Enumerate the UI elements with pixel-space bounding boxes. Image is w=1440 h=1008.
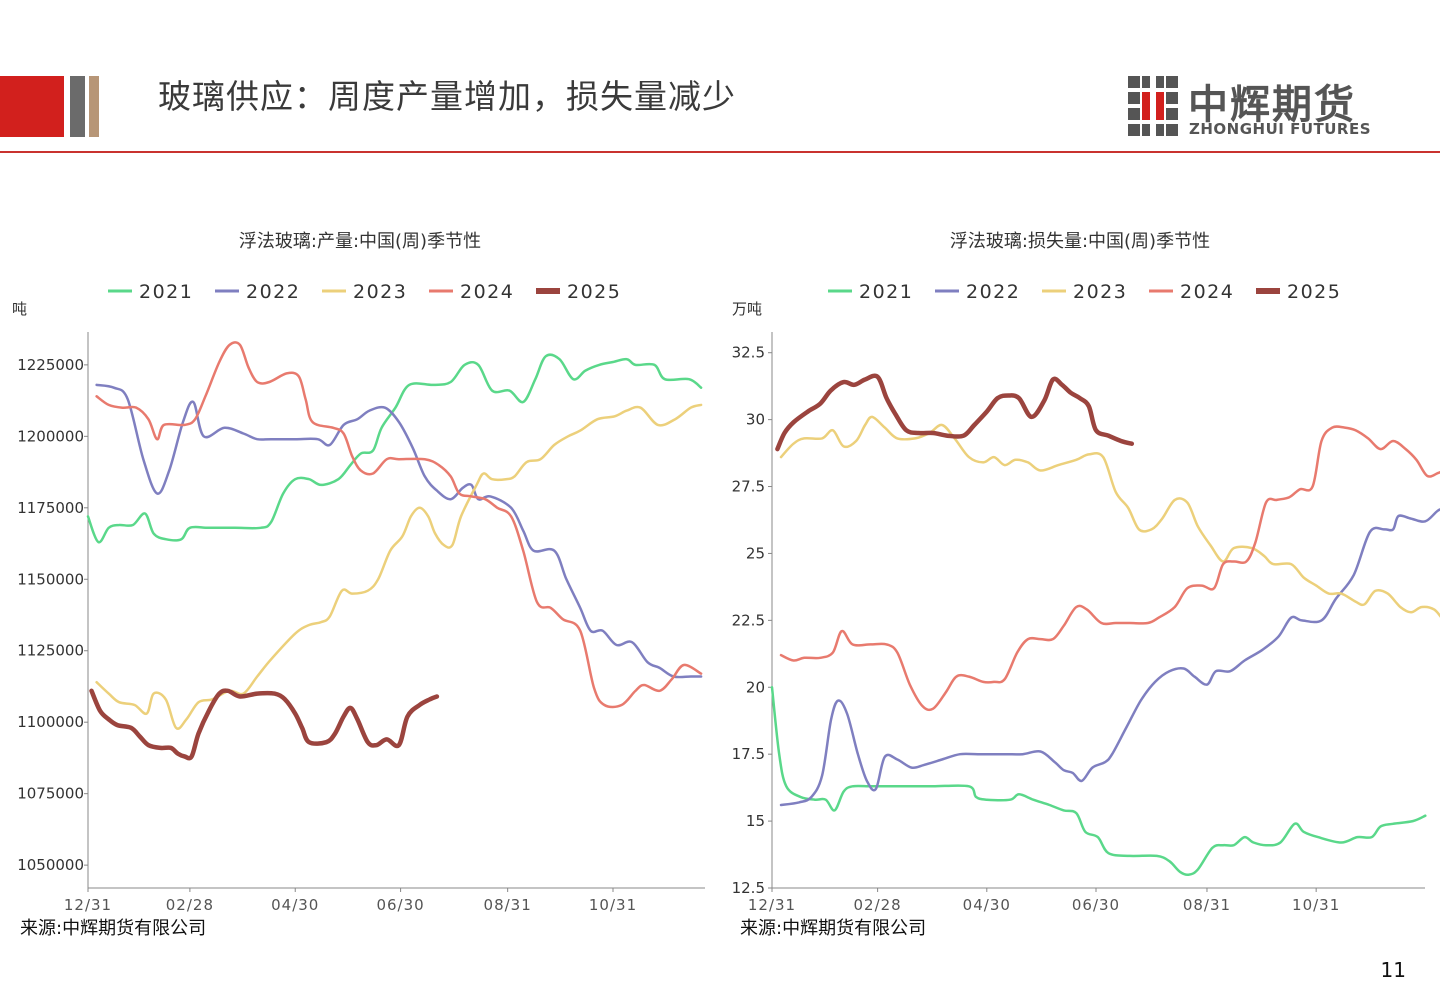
legend-item-2024: 2024	[1149, 281, 1234, 303]
legend-label: 2023	[353, 281, 407, 303]
header-accent-bar-gray	[70, 76, 85, 137]
y-tick-label: 1125000	[17, 642, 84, 660]
legend-item-2021: 2021	[108, 281, 193, 303]
x-tick-label: 04/30	[963, 896, 1011, 914]
chart-source-right: 来源:中辉期货有限公司	[740, 918, 927, 939]
logo-english-name: ZHONGHUI FUTURES	[1189, 120, 1372, 138]
y-tick-label: 20	[746, 678, 765, 696]
header-accent-bar-tan	[89, 76, 99, 137]
y-tick-label: 1075000	[17, 785, 84, 803]
y-tick-label: 30	[746, 411, 765, 429]
legend-item-2025: 2025	[1256, 281, 1341, 303]
legend-item-2022: 2022	[935, 281, 1020, 303]
legend-item-2023: 2023	[1042, 281, 1127, 303]
x-tick-label: 02/28	[166, 896, 214, 914]
y-tick-label: 1200000	[17, 427, 84, 445]
chart-source-left: 来源:中辉期货有限公司	[20, 918, 207, 939]
chart-title: 浮法玻璃:损失量:中国(周)季节性	[950, 231, 1210, 252]
legend-item-2021: 2021	[828, 281, 913, 303]
y-axis-label: 万吨	[732, 300, 762, 318]
series-line-2023	[779, 415, 1440, 618]
legend-label: 2021	[859, 281, 913, 303]
legend-item-2025: 2025	[536, 281, 621, 303]
legend-label: 2022	[246, 281, 300, 303]
legend-item-2023: 2023	[322, 281, 407, 303]
series-line-2021	[770, 686, 1427, 876]
chart-title: 浮法玻璃:产量:中国(周)季节性	[239, 231, 481, 252]
header-divider	[0, 151, 1440, 153]
series-line-2022	[779, 508, 1440, 807]
y-axis-label: 吨	[12, 300, 27, 318]
header-accent-bar-red	[0, 76, 64, 137]
x-tick-label: 08/31	[484, 896, 532, 914]
y-tick-label: 1225000	[17, 356, 84, 374]
series-line-2025	[89, 688, 440, 761]
y-tick-label: 12.5	[732, 879, 765, 897]
legend-item-2022: 2022	[215, 281, 300, 303]
logo-chinese-name: 中辉期货	[1188, 82, 1356, 128]
x-tick-label: 02/28	[853, 896, 901, 914]
legend-label: 2024	[1180, 281, 1234, 303]
legend-label: 2024	[460, 281, 514, 303]
x-tick-label: 12/31	[748, 896, 796, 914]
company-logo: 中辉期货 ZHONGHUI FUTURES	[1128, 74, 1371, 138]
y-tick-label: 32.5	[732, 344, 765, 362]
logo-grid-mark-icon	[1128, 76, 1178, 136]
y-tick-label: 1100000	[17, 713, 84, 731]
y-tick-label: 22.5	[732, 611, 765, 629]
x-tick-label: 06/30	[1072, 896, 1120, 914]
page-number: 11	[1380, 958, 1406, 982]
y-tick-label: 1150000	[17, 570, 84, 588]
y-tick-label: 15	[746, 812, 765, 830]
series-line-2025	[775, 373, 1135, 452]
y-tick-label: 1175000	[17, 499, 84, 517]
x-tick-label: 08/31	[1183, 896, 1231, 914]
x-tick-label: 04/30	[271, 896, 319, 914]
x-tick-label: 10/31	[589, 896, 637, 914]
series-line-2021	[86, 353, 703, 544]
y-tick-label: 1050000	[17, 856, 84, 874]
series-line-2023	[95, 403, 703, 730]
y-tick-label: 27.5	[732, 478, 765, 496]
x-tick-label: 10/31	[1292, 896, 1340, 914]
legend-label: 2025	[567, 281, 621, 303]
x-tick-label: 06/30	[376, 896, 424, 914]
y-tick-label: 25	[746, 544, 765, 562]
page-title: 玻璃供应：周度产量增加，损失量减少	[158, 77, 736, 116]
legend-label: 2025	[1287, 281, 1341, 303]
legend-label: 2023	[1073, 281, 1127, 303]
x-tick-label: 12/31	[64, 896, 112, 914]
legend-label: 2022	[966, 281, 1020, 303]
legend-label: 2021	[139, 281, 193, 303]
y-tick-label: 17.5	[732, 745, 765, 763]
series-line-2024	[779, 425, 1440, 712]
series-line-2022	[95, 383, 703, 679]
legend-item-2024: 2024	[429, 281, 514, 303]
series-line-2024	[95, 341, 703, 709]
